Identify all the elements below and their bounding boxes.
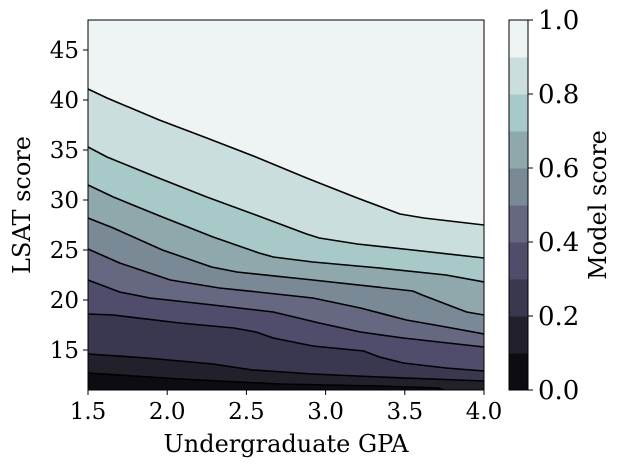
contour-line-0.9	[88, 88, 484, 226]
contour-line-0.2	[88, 353, 484, 382]
y-tick-label: 25	[50, 238, 79, 264]
colorbar-tick-label: 0.6	[538, 154, 579, 184]
y-tick-label: 15	[50, 338, 79, 364]
colorbar: 0.0 0.2 0.4 0.6 0.8 1.0	[508, 6, 579, 406]
y-tick-label: 20	[50, 288, 79, 314]
x-tick-label: 3.0	[307, 399, 344, 425]
contour-band-9	[88, 20, 484, 225]
colorbar-tick-label: 0.4	[538, 228, 579, 258]
colorbar-swatch	[509, 57, 528, 95]
colorbar-swatch	[509, 279, 528, 317]
x-tick-label: 3.5	[387, 399, 424, 425]
contour-line-0.1	[88, 372, 445, 390]
y-axis-label: LSAT score	[8, 136, 36, 274]
x-tick-label: 2.5	[228, 399, 265, 425]
contour-line-0.7	[88, 184, 484, 283]
contour-lines	[88, 88, 484, 390]
x-tick-label: 4.0	[466, 399, 503, 425]
colorbar-swatch	[509, 316, 528, 354]
colorbar-label: Model score	[584, 130, 612, 280]
colorbar-swatch	[509, 353, 528, 391]
colorbar-swatch	[509, 168, 528, 206]
contour-line-0.5	[88, 248, 484, 335]
colorbar-frame	[508, 19, 529, 391]
contour-line-0.4	[88, 279, 484, 348]
y-tick-label: 45	[50, 38, 79, 64]
contour-line-0.6	[88, 217, 484, 316]
colorbar-swatch	[509, 131, 528, 169]
y-tick-label: 40	[50, 88, 79, 114]
colorbar-swatch	[509, 205, 528, 243]
contour-line-0.8	[88, 146, 484, 259]
plot-frame	[87, 19, 485, 391]
colorbar-swatch	[509, 242, 528, 280]
colorbar-tick-label: 0.0	[538, 376, 579, 406]
colorbar-swatch	[509, 94, 528, 132]
x-tick-label: 1.5	[70, 399, 107, 425]
colorbar-swatch	[509, 20, 528, 58]
colorbar-tick-label: 0.8	[538, 80, 579, 110]
y-tick-label: 35	[50, 138, 79, 164]
x-tick-label: 2.0	[149, 399, 186, 425]
colorbar-tick-label: 0.2	[538, 302, 579, 332]
y-tick-label: 30	[50, 188, 79, 214]
x-axis-label: Undergraduate GPA	[164, 430, 410, 458]
colorbar-tick-label: 1.0	[538, 6, 579, 36]
contour-line-0.3	[88, 313, 484, 372]
contour-bands	[88, 20, 484, 390]
y-axis: 15 20 25 30 35 40 45	[50, 38, 88, 364]
x-axis: 1.5 2.0 2.5 3.0 3.5 4.0	[70, 390, 503, 425]
